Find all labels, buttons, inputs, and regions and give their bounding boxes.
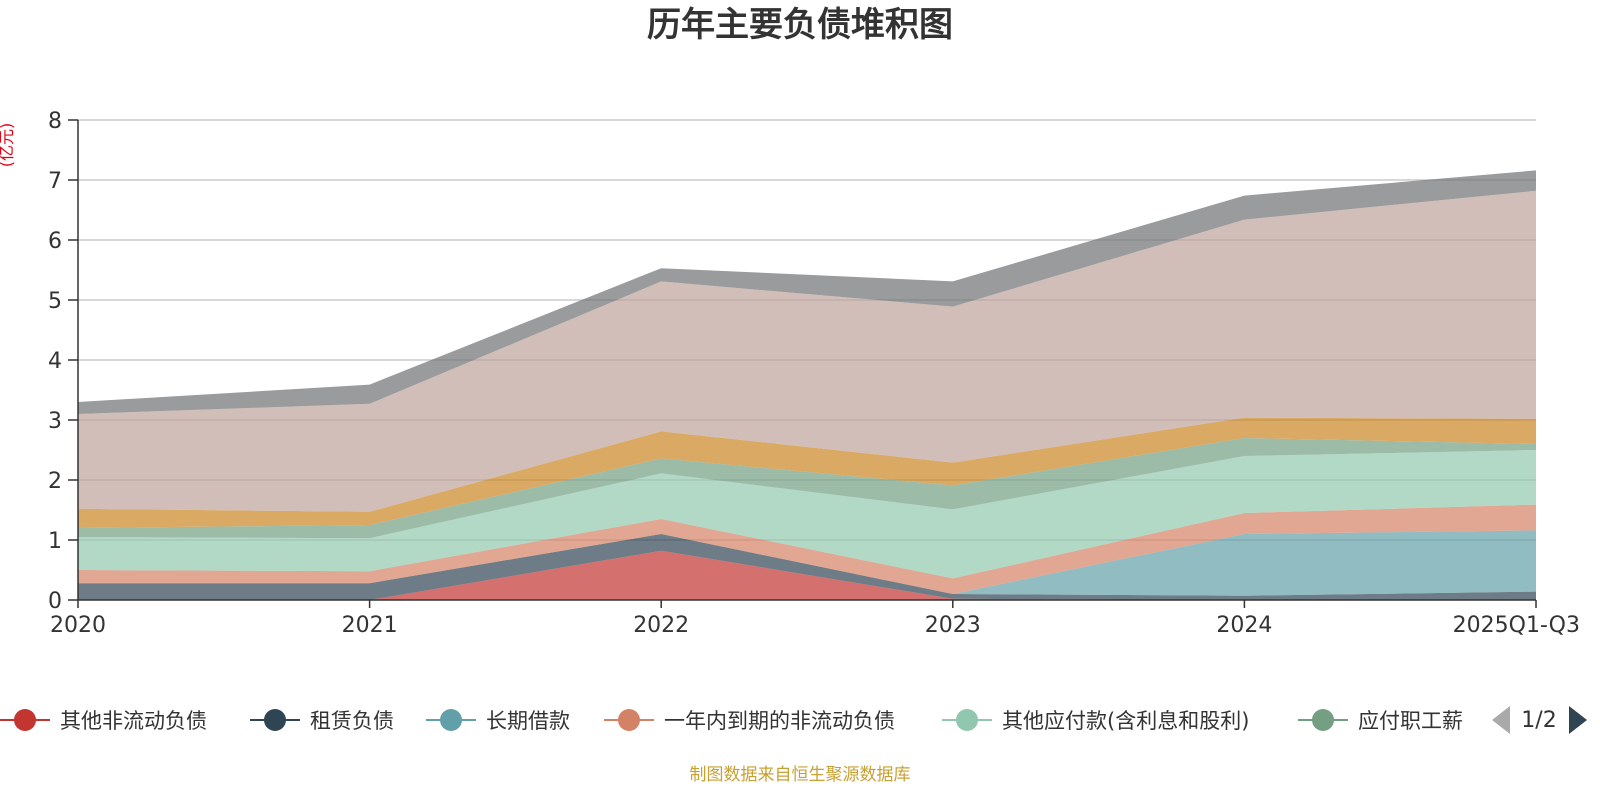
area-series-7[interactable] — [78, 417, 1536, 528]
legend-marker-icon — [14, 709, 36, 731]
y-tick-labels: 0 1 2 3 4 5 6 7 8 — [48, 109, 62, 614]
legend-label: 应付职工薪 — [1358, 709, 1463, 733]
y-tick-label: 0 — [48, 589, 62, 614]
x-tick-label: 2022 — [633, 613, 689, 638]
x-tick-label: 2020 — [50, 613, 106, 638]
legend-item-6[interactable]: 应付职工薪 — [1298, 709, 1463, 733]
area-series-9[interactable] — [78, 170, 1536, 414]
legend-label: 长期借款 — [486, 709, 570, 733]
x-tick-label: 2021 — [342, 613, 398, 638]
y-tick-label: 4 — [48, 349, 62, 374]
area-series[interactable] — [78, 170, 1536, 600]
area-series-1[interactable] — [78, 550, 1536, 600]
area-series-3[interactable] — [78, 530, 1536, 596]
y-tick-label: 3 — [48, 409, 62, 434]
area-series-2[interactable] — [78, 534, 1536, 600]
legend: 其他非流动负债 租赁负债 长期借款 一年内到期的非流动负债 其他应付款(含利息和股利) 应… — [0, 709, 1463, 733]
x-tick-label: 2025Q1-Q3 — [1453, 613, 1580, 638]
legend-marker-icon — [618, 709, 640, 731]
data-source-note: 制图数据来自恒生聚源数据库 — [690, 765, 911, 785]
area-series-4[interactable] — [78, 504, 1536, 594]
legend-item-4[interactable]: 一年内到期的非流动负债 — [604, 709, 895, 733]
legend-item-3[interactable]: 长期借款 — [426, 709, 570, 733]
legend-marker-icon — [440, 709, 462, 731]
x-tick-label: 2024 — [1216, 613, 1272, 638]
legend-marker-icon — [956, 709, 978, 731]
legend-next-page-icon[interactable] — [1569, 706, 1587, 734]
x-tick-labels: 2020 2021 2022 2023 2024 2025Q1-Q3 — [50, 613, 1580, 638]
legend-label: 租赁负债 — [310, 709, 394, 733]
legend-label: 其他应付款(含利息和股利) — [1002, 709, 1249, 733]
y-tick-label: 8 — [48, 109, 62, 134]
area-series-6[interactable] — [78, 438, 1536, 539]
y-tick-label: 6 — [48, 229, 62, 254]
legend-item-1[interactable]: 其他非流动负债 — [0, 709, 207, 733]
y-axis-unit-label: (亿元) — [0, 123, 16, 168]
legend-prev-page-icon[interactable] — [1492, 706, 1510, 734]
y-tick-label: 7 — [48, 169, 62, 194]
legend-label: 其他非流动负债 — [60, 709, 207, 733]
legend-item-5[interactable]: 其他应付款(含利息和股利) — [942, 709, 1249, 733]
legend-item-2[interactable]: 租赁负债 — [250, 709, 394, 733]
axes — [68, 119, 1537, 608]
area-series-5[interactable] — [78, 450, 1536, 579]
area-series-8[interactable] — [78, 190, 1536, 512]
x-tick-label: 2023 — [925, 613, 981, 638]
legend-pager: 1/2 — [1492, 706, 1587, 734]
y-tick-label: 2 — [48, 469, 62, 494]
legend-label: 一年内到期的非流动负债 — [664, 709, 895, 733]
legend-page-indicator: 1/2 — [1521, 708, 1556, 733]
legend-marker-icon — [1312, 709, 1334, 731]
chart-title: 历年主要负债堆积图 — [647, 5, 953, 45]
legend-marker-icon — [264, 709, 286, 731]
y-tick-label: 5 — [48, 289, 62, 314]
y-tick-label: 1 — [48, 529, 62, 554]
